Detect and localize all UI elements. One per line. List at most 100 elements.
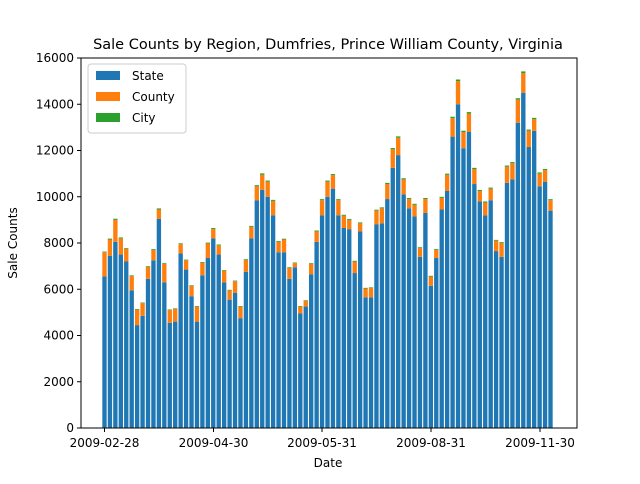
bar-state	[314, 241, 319, 428]
bar-city	[330, 174, 336, 176]
bar-county	[107, 239, 113, 256]
bar-city	[466, 112, 472, 114]
bar-county	[493, 240, 499, 252]
bar-state	[352, 273, 357, 428]
bar-state	[319, 215, 325, 428]
bar-state	[151, 260, 156, 428]
bar-county	[450, 118, 455, 137]
bar-county	[173, 308, 178, 322]
y-tick-label: 6000	[43, 282, 74, 296]
bar-county	[336, 200, 341, 216]
bar-state	[390, 167, 395, 428]
bar-state	[118, 254, 123, 428]
bar-city	[390, 148, 395, 150]
bar-county	[542, 170, 548, 182]
bar-state	[493, 251, 499, 428]
bar-county	[314, 231, 319, 242]
bar-state	[515, 122, 521, 428]
bar-city	[526, 129, 531, 131]
y-tick-label: 16000	[36, 51, 74, 65]
bar-city	[477, 189, 482, 191]
bar-city	[107, 238, 113, 240]
bar-state	[309, 274, 314, 428]
bar-state	[243, 271, 249, 428]
bar-city	[211, 228, 216, 230]
bar-city	[281, 238, 287, 240]
bar-city	[406, 198, 412, 200]
bar-city	[183, 259, 189, 261]
bar-city	[140, 302, 145, 304]
bar-city	[428, 275, 434, 277]
bar-county	[466, 113, 472, 132]
bar-city	[194, 306, 200, 307]
legend-label-state: State	[132, 69, 164, 83]
y-axis: 0 2000 4000 6000 8000 10000 12000 14000 16000	[36, 51, 81, 435]
bar-city	[129, 275, 134, 277]
bar-city	[483, 201, 488, 203]
bar-state	[526, 147, 531, 428]
bar-county	[330, 175, 336, 189]
bar-city	[374, 209, 379, 211]
bar-city	[499, 242, 504, 243]
bar-county	[292, 263, 298, 268]
bar-state	[483, 215, 488, 428]
bar-county	[211, 229, 216, 239]
bar-state	[292, 267, 298, 428]
bar-state	[173, 321, 178, 429]
bar-city	[319, 199, 325, 201]
bar-city	[254, 185, 259, 187]
bar-city	[243, 259, 249, 260]
bar-county	[374, 210, 379, 225]
bar-county	[270, 200, 276, 216]
bar-city	[548, 199, 553, 201]
bar-city	[162, 263, 167, 264]
chart-title: Sale Counts by Region, Dumfries, Prince …	[93, 37, 563, 53]
bar-city	[232, 280, 238, 282]
bar-county	[238, 306, 243, 319]
bar-city	[521, 71, 526, 74]
bar-state	[134, 325, 140, 428]
bar-county	[216, 245, 221, 255]
bar-county	[472, 169, 477, 185]
bar-county	[532, 119, 537, 131]
bar-city	[444, 173, 450, 175]
bar-state	[510, 179, 515, 428]
bar-state	[260, 189, 265, 428]
bar-county	[423, 199, 428, 213]
bar-city	[156, 208, 162, 210]
bar-county	[357, 223, 363, 232]
bar-county	[428, 276, 434, 286]
bar-county	[276, 241, 281, 253]
bar-county	[162, 263, 167, 283]
bar-city	[145, 266, 151, 267]
bar-city	[178, 243, 183, 245]
bar-county	[526, 130, 531, 148]
bar-state	[113, 241, 118, 428]
bar-state	[145, 278, 151, 428]
bar-county	[124, 248, 129, 262]
bar-state	[379, 223, 385, 428]
bar-city	[292, 262, 298, 264]
bar-city	[260, 173, 265, 175]
bar-state	[232, 292, 238, 428]
bar-county	[515, 99, 521, 123]
bar-county	[113, 219, 118, 242]
bar-county	[325, 181, 330, 197]
bar-state	[325, 196, 330, 428]
bar-state	[499, 256, 504, 429]
bar-state	[265, 196, 270, 428]
x-tick-label: 2009-05-31	[287, 436, 357, 450]
bar-state	[488, 200, 493, 428]
legend: State County City	[87, 63, 187, 134]
bar-county	[363, 288, 368, 298]
bar-city	[167, 309, 172, 311]
bar-county	[221, 270, 227, 283]
bar-city	[205, 242, 211, 244]
legend-swatch-state	[96, 71, 120, 80]
bar-state	[254, 200, 259, 428]
bar-state	[167, 322, 172, 428]
bar-city	[102, 251, 107, 253]
y-tick-label: 8000	[43, 236, 74, 250]
bar-state	[330, 188, 336, 428]
bar-state	[423, 212, 428, 428]
